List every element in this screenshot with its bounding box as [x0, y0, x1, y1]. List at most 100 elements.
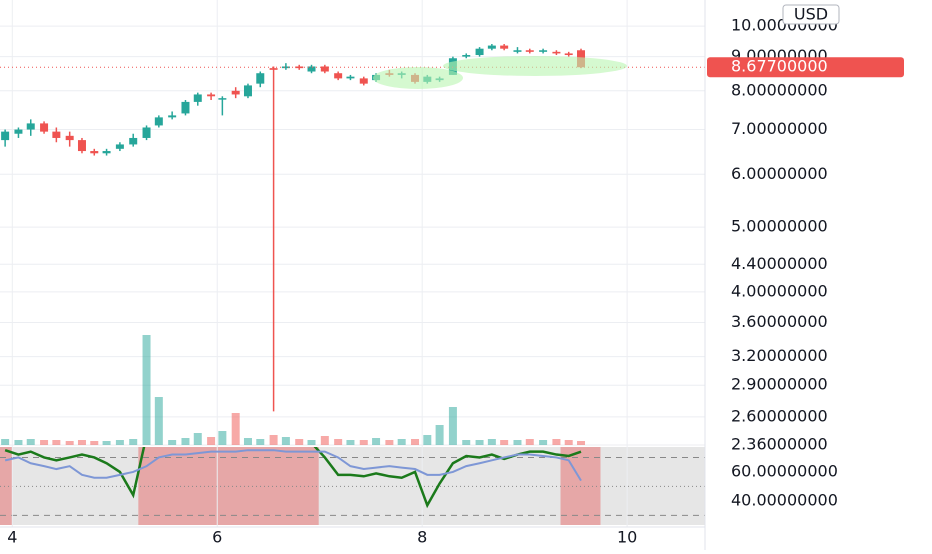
candle-body [539, 50, 548, 52]
x-tick-label: 6 [212, 528, 222, 547]
y-tick-label: 2.36000000 [731, 435, 828, 454]
candle-body [181, 101, 190, 114]
candle-body [193, 94, 202, 102]
volume-bar [423, 435, 432, 445]
y2-tick-label: 60.00000000 [731, 461, 838, 480]
x-tick-label: 4 [7, 528, 17, 547]
volume-bar [448, 407, 457, 445]
price-label: 8.67700000 [731, 57, 828, 76]
volume-bar [193, 433, 202, 445]
shaded-range [0, 447, 13, 525]
candle-body [65, 135, 74, 141]
volume-bar [52, 440, 61, 445]
volume-bar [385, 440, 394, 445]
candle-body [334, 73, 343, 79]
candle-body [207, 94, 216, 97]
volume-bar [552, 439, 561, 445]
candle-body [281, 66, 290, 69]
candle-body [513, 50, 522, 52]
y-tick-label: 7.00000000 [731, 119, 828, 138]
candle-body [1, 131, 10, 141]
volume-bar [142, 335, 151, 445]
volume-bar [462, 440, 471, 445]
candle-body [295, 66, 304, 69]
candle-body [14, 129, 23, 134]
y-tick-label: 8.00000000 [731, 80, 828, 99]
volume-bar [231, 413, 240, 445]
candle-body [218, 98, 227, 100]
y2-tick-label: 40.00000000 [731, 490, 838, 509]
volume-bar [564, 440, 573, 445]
candle-body [564, 53, 573, 56]
volume-bar [207, 437, 216, 445]
candle-body [77, 140, 86, 152]
volume-bar [243, 438, 252, 445]
volume-bar [435, 425, 444, 445]
candle-body [102, 151, 111, 154]
volume-bar [397, 439, 406, 445]
x-tick-label: 10 [617, 528, 637, 547]
y-tick-label: 6.00000000 [731, 164, 828, 183]
volume-bar [65, 441, 74, 445]
volume-bar [256, 439, 265, 445]
volume-bar [411, 439, 420, 445]
candle-body [462, 55, 471, 57]
volume-bar [525, 439, 534, 445]
candle-body [307, 66, 316, 72]
volume-bar [154, 397, 163, 445]
volume-bar [295, 439, 304, 445]
volume-bar [40, 440, 49, 445]
candle-body [475, 48, 484, 56]
volume-bar [334, 439, 343, 445]
volume-bar [307, 440, 316, 445]
volume-bar [218, 431, 227, 445]
candle-body [52, 131, 61, 138]
volume-bar [475, 440, 484, 445]
oscillator-line [4, 449, 582, 482]
candle-body [231, 90, 240, 95]
y-tick-label: 3.20000000 [731, 346, 828, 365]
y-tick-label: 2.60000000 [731, 406, 828, 425]
volume-bar [115, 440, 124, 445]
y-tick-label: 3.60000000 [731, 312, 828, 331]
volume-bar [26, 439, 35, 445]
candle-body [359, 78, 368, 84]
volume-bar [513, 440, 522, 445]
candle-body [269, 68, 278, 70]
price-label-box [707, 57, 904, 78]
candle-body [142, 127, 151, 138]
volume-bar [372, 438, 381, 445]
highlight [373, 67, 463, 89]
volume-bar [539, 440, 548, 445]
candle-body [243, 85, 252, 97]
highlight [443, 56, 627, 76]
volume-bar [90, 441, 99, 445]
volume-bar [320, 436, 329, 445]
volume-bar [269, 435, 278, 445]
y-tick-label: 5.00000000 [731, 217, 828, 236]
candle-body [320, 66, 329, 72]
volume-bar [487, 439, 496, 445]
volume-bar [577, 441, 586, 445]
volume-bar [77, 440, 86, 445]
candle-body [90, 151, 99, 154]
volume-bar [359, 440, 368, 445]
candle-body [552, 51, 561, 54]
volume-bar [281, 437, 290, 445]
volume-bar [102, 441, 111, 445]
candle-body [26, 123, 35, 130]
volume-bar [168, 440, 177, 445]
volume-bar [14, 440, 23, 445]
volume-bar [500, 440, 509, 445]
y-tick-label: 4.40000000 [731, 254, 828, 273]
y-tick-label: 4.00000000 [731, 281, 828, 300]
candle-body [129, 137, 138, 145]
y-tick-label: 2.90000000 [731, 375, 828, 394]
candle-body [256, 73, 265, 84]
oscillator-line [4, 447, 582, 509]
candle-body [487, 45, 496, 49]
currency: USD [794, 5, 828, 24]
candle-body [500, 45, 509, 49]
volume-bar [1, 439, 10, 445]
